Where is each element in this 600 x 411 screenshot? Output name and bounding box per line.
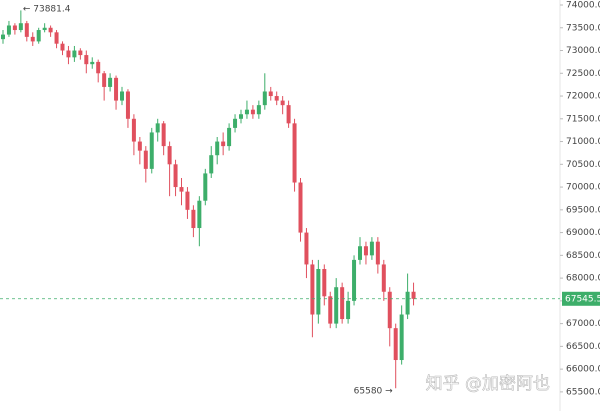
candle-body — [221, 141, 226, 147]
candle-body — [369, 241, 374, 256]
y-tick-label: 72500.0 — [566, 69, 600, 79]
candle-body — [96, 61, 101, 74]
watermark: 知乎 @加密阿也 — [426, 374, 550, 394]
candle-body — [90, 61, 95, 65]
candle-body — [36, 30, 41, 42]
candle-body — [1, 34, 5, 40]
candle-body — [268, 91, 273, 97]
candle-body — [84, 55, 89, 65]
candle-body — [137, 141, 142, 151]
candle-body — [375, 241, 380, 265]
last-price-label: 67545.5 — [565, 294, 600, 304]
candle-body — [131, 118, 136, 142]
candle-body — [120, 91, 124, 101]
candle-body — [304, 232, 309, 265]
candle-body — [197, 200, 202, 229]
candle-body — [239, 114, 243, 119]
candle-body — [203, 173, 208, 201]
candle-body — [185, 191, 190, 210]
candle-body — [191, 209, 196, 229]
candle-body — [310, 264, 315, 315]
candle-body — [322, 268, 327, 297]
candle-body — [316, 268, 321, 315]
y-tick-label: 69000.0 — [566, 228, 600, 238]
candle-body — [262, 91, 267, 106]
y-tick-label: 68500.0 — [566, 251, 600, 261]
candle-body — [250, 109, 255, 115]
candle-body — [340, 287, 345, 320]
candle-body — [72, 50, 77, 58]
candle-body — [209, 155, 214, 174]
candle-body — [54, 32, 59, 44]
candle-body — [155, 123, 160, 133]
candle-body — [114, 77, 119, 101]
candle-body — [292, 123, 297, 183]
candle-body — [66, 50, 71, 58]
y-tick-label: 73000.0 — [566, 46, 600, 56]
candle-body — [167, 146, 172, 165]
candle-body — [30, 36, 35, 42]
candle-body — [78, 50, 83, 56]
candle-body — [352, 259, 357, 301]
candle-body — [48, 27, 53, 33]
y-tick-label: 71500.0 — [566, 114, 600, 124]
candle-body — [42, 27, 47, 31]
y-tick-label: 72000.0 — [566, 92, 600, 102]
candle-body — [280, 100, 285, 106]
candle-body — [393, 328, 398, 361]
candle-body — [405, 291, 410, 315]
candle-body — [125, 91, 130, 119]
candle-body — [173, 164, 178, 188]
candle-body — [358, 246, 362, 260]
candle-body — [244, 109, 249, 115]
candle-body — [60, 43, 65, 51]
y-tick-label: 66000.0 — [566, 365, 600, 375]
y-tick-label: 68000.0 — [566, 274, 600, 284]
candle-body — [274, 96, 279, 101]
y-tick-label: 71000.0 — [566, 137, 600, 147]
candle-body — [328, 296, 333, 324]
candle-body — [298, 182, 303, 233]
annotation: ← 73881.4 — [23, 5, 71, 15]
candle-body — [363, 246, 368, 256]
candle-body — [24, 23, 29, 37]
candle-body — [334, 287, 339, 324]
candle-body — [286, 105, 291, 124]
y-tick-label: 67000.0 — [566, 319, 600, 329]
y-tick-label: 70000.0 — [566, 183, 600, 193]
candle-body — [227, 127, 232, 147]
candle-body — [346, 300, 351, 320]
candle-body — [215, 141, 220, 156]
y-tick-label: 74000.0 — [566, 1, 600, 11]
candle-body — [233, 118, 238, 128]
candle-body — [12, 25, 17, 31]
y-tick-label: 73500.0 — [566, 23, 600, 33]
last-price-box — [562, 291, 600, 306]
y-tick-label: 65500.0 — [566, 387, 600, 397]
candle-body — [387, 291, 392, 329]
candle-body — [149, 132, 154, 169]
annotation: 65580 → — [354, 387, 393, 397]
candle-body — [381, 264, 386, 292]
candle-body — [179, 187, 184, 192]
y-tick-label: 66500.0 — [566, 342, 600, 352]
candle-body — [143, 150, 148, 169]
candle-body — [399, 314, 404, 361]
y-tick-label: 70500.0 — [566, 160, 600, 170]
candle-body — [6, 25, 11, 35]
candle-body — [411, 291, 416, 299]
candle-body — [161, 123, 166, 147]
candle-body — [108, 77, 113, 87]
candle-body — [18, 23, 23, 31]
candle-body — [102, 73, 107, 87]
y-tick-label: 69500.0 — [566, 205, 600, 215]
candle-body — [256, 105, 261, 115]
